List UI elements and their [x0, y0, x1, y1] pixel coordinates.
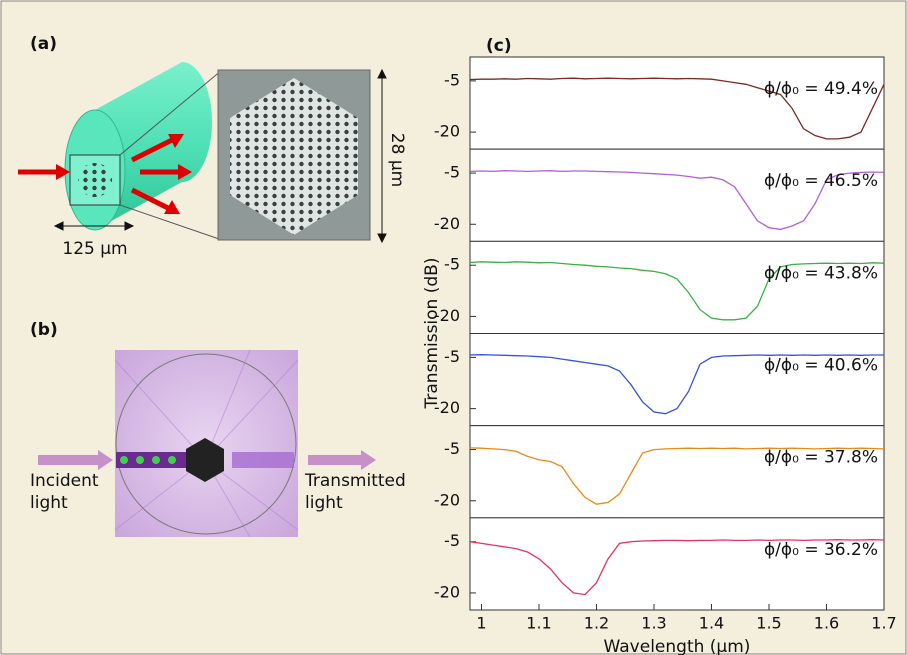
y-tick-label: -5 [444, 439, 460, 458]
x-tick-label: 1.2 [584, 614, 609, 633]
zoom-line [119, 204, 223, 241]
mode-spots [116, 452, 294, 468]
data-line [469, 170, 885, 231]
dimension-arrows [53, 68, 387, 244]
x-tick-label: 1.5 [756, 614, 781, 633]
data-line [469, 354, 884, 415]
y-tick-label: -5 [444, 347, 460, 366]
incident-label: Incident [30, 471, 99, 491]
data-line [469, 261, 885, 321]
y-tick-label: -20 [434, 582, 460, 601]
x-tick-label: 1.7 [871, 614, 896, 633]
data-line [469, 77, 885, 140]
y-tick-label: -5 [444, 163, 460, 182]
arrows [18, 134, 192, 214]
panel-b: (b) Incident light Transmitted light [30, 320, 406, 538]
y-tick-label: -5 [444, 70, 460, 89]
y-axis-label: Transmission (dB) [422, 258, 442, 410]
annotation: ϕ/ϕ₀ = 36.2% [764, 540, 878, 560]
plot-area [469, 333, 885, 427]
annotation: ϕ/ϕ₀ = 46.5% [764, 171, 878, 191]
arrows [38, 450, 376, 470]
data-line [469, 539, 885, 596]
plot-area [469, 240, 885, 334]
panel-label: (a) [30, 34, 57, 54]
plot-area [469, 56, 885, 150]
incident-label: light [30, 493, 68, 513]
plot-area [469, 517, 885, 611]
panel-a: (a) 125 μm 28 μm [18, 34, 407, 259]
fiber [95, 62, 212, 230]
annotation: ϕ/ϕ₀ = 37.8% [764, 448, 878, 468]
y-tick-label: -5 [444, 255, 460, 274]
x-tick-label: 1.1 [526, 614, 551, 633]
y-tick-label: -20 [434, 490, 460, 509]
zoom-line [119, 69, 223, 156]
y-tick-label: -20 [434, 398, 460, 417]
holes [230, 78, 358, 235]
data-line [469, 447, 885, 505]
x-axis-label: Wavelength (μm) [604, 637, 751, 655]
x-tick-label: 1.4 [699, 614, 724, 633]
transmitted-label: Transmitted [304, 471, 406, 491]
y-tick-label: -20 [434, 122, 460, 141]
transmitted-label: light [305, 493, 343, 513]
annotation: ϕ/ϕ₀ = 40.6% [764, 356, 878, 376]
x-tick-label: 1 [476, 614, 486, 633]
panel-label: (c) [486, 36, 512, 56]
y-tick-label: -5 [444, 531, 460, 550]
plot-area [469, 148, 885, 242]
core-size-label: 28 μm [387, 133, 407, 187]
y-tick-label: -20 [434, 306, 460, 325]
field-rays [114, 349, 299, 538]
y-tick-label: -20 [434, 214, 460, 233]
panel-label: (b) [30, 320, 58, 340]
annotation: ϕ/ϕ₀ = 43.8% [764, 263, 878, 283]
plot-area [469, 425, 885, 519]
core [186, 438, 224, 482]
fiber-outline [115, 353, 297, 535]
core [78, 163, 112, 197]
x-tick-label: 1.6 [814, 614, 839, 633]
x-tick-label: 1.3 [641, 614, 666, 633]
diameter-label: 125 μm [62, 239, 127, 259]
annotation: ϕ/ϕ₀ = 49.4% [764, 79, 878, 99]
